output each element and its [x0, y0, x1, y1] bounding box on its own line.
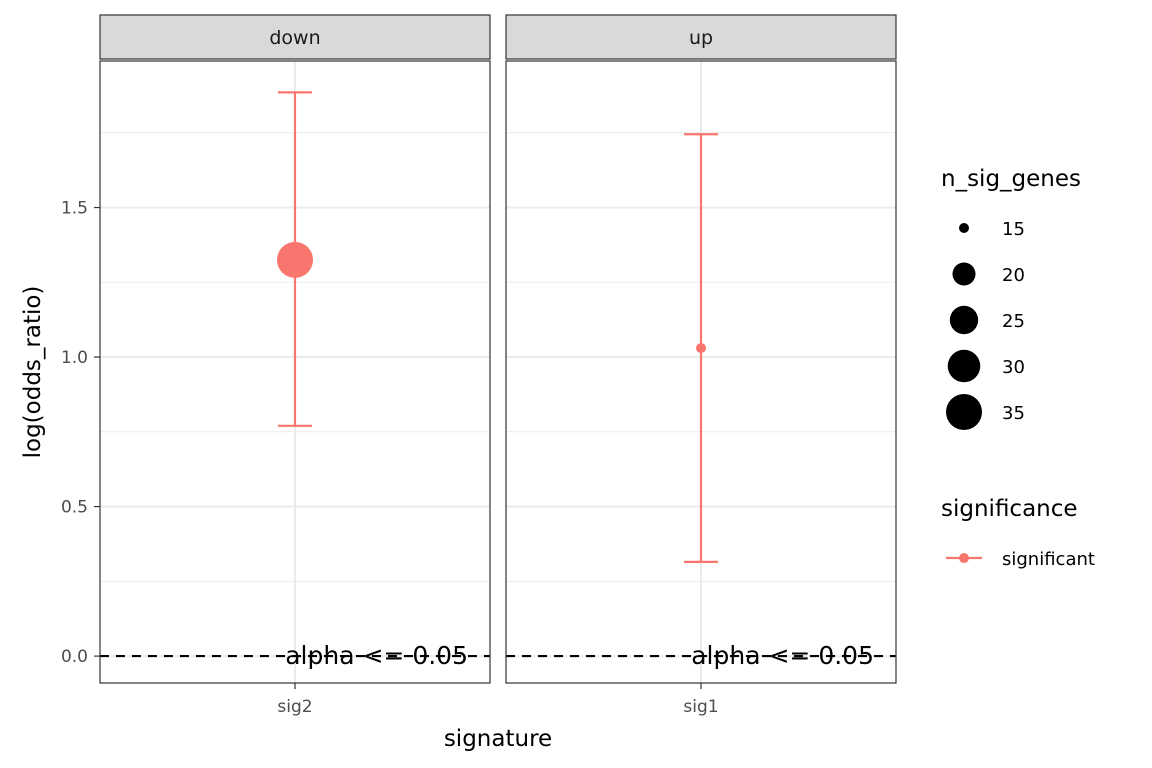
color-legend-label: significant: [1002, 549, 1095, 570]
y-axis-title: log(odds_ratio): [20, 286, 46, 459]
color-legend-key-point: [959, 553, 969, 563]
size-legend-key: [952, 262, 976, 286]
y-tick-label: 1.5: [61, 199, 88, 219]
facet-strip-down: [99, 14, 491, 60]
size-legend-key: [949, 305, 979, 335]
y-tick-label: 0.5: [61, 498, 88, 518]
data-point-sig2: [277, 241, 313, 278]
size-legend-label: 35: [1002, 403, 1025, 424]
color-legend-title: significance: [941, 496, 1078, 522]
size-legend-key: [946, 394, 982, 430]
size-legend-title: n_sig_genes: [941, 166, 1081, 192]
y-tick-label: 0.0: [61, 647, 88, 667]
x-tick-label: sig1: [683, 697, 718, 717]
facet-strip-label: down: [269, 27, 320, 49]
size-legend-label: 30: [1002, 357, 1025, 378]
y-tick-label: 1.0: [61, 348, 88, 368]
reference-line-annotation: alpha <= 0.05: [691, 641, 874, 670]
facet-strip-up: [505, 14, 897, 60]
size-legend-label: 20: [1002, 265, 1025, 286]
reference-line-annotation: alpha <= 0.05: [285, 641, 468, 670]
x-tick-label: sig2: [277, 697, 312, 717]
data-point-sig1: [696, 343, 706, 354]
size-legend-key: [947, 349, 981, 383]
facet-strip-label: up: [689, 27, 713, 49]
x-axis-title: signature: [444, 726, 552, 752]
size-legend-key: [959, 223, 969, 233]
size-legend-label: 25: [1002, 311, 1025, 332]
size-legend-label: 15: [1002, 219, 1025, 240]
